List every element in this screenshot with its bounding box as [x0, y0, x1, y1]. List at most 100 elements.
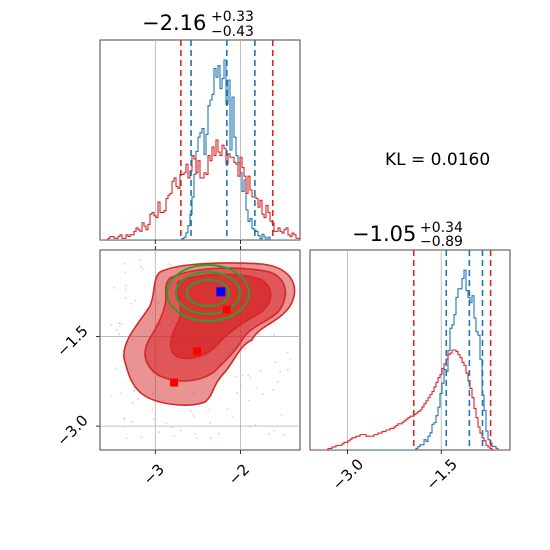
scatter-point — [153, 418, 156, 420]
histogram-series-0 — [310, 269, 510, 450]
scatter-point — [247, 374, 250, 377]
scatter-point — [120, 392, 123, 395]
green-contour-outer — [166, 264, 250, 322]
scatter-point — [125, 284, 127, 287]
panel-bottom-right-quantile-lines — [412, 250, 492, 450]
panel-top-left-series — [100, 59, 300, 240]
panel-bottom-left-frame — [99, 249, 301, 451]
scatter-point — [195, 437, 198, 440]
scatter-point — [124, 271, 127, 274]
scatter-point — [286, 351, 289, 354]
scatter-point — [121, 323, 123, 325]
scatter-point — [115, 329, 118, 331]
scatter-point — [167, 263, 170, 265]
scatter-point — [255, 386, 258, 389]
panel-bottom-right-histogram: −3.0 −1.5 −1.05 +0.34 −0.89 — [309, 220, 511, 494]
scatter-point — [113, 286, 116, 289]
panel-bottom-left-density: −3 −2 −3.0 −1.5 — [53, 246, 301, 489]
histogram-series-0 — [100, 59, 300, 240]
scatter-point — [170, 264, 173, 266]
scatter-point — [140, 436, 143, 439]
scatter-point — [123, 417, 126, 420]
panel-bottom-left-density-layers — [110, 259, 296, 440]
panel-bottom-right-series — [310, 269, 510, 450]
scatter-point — [239, 384, 242, 387]
scatter-point — [274, 361, 277, 364]
green-contour-inner — [186, 279, 230, 307]
scatter-point — [134, 299, 137, 302]
green-contour-middle — [175, 271, 241, 315]
scatter-point — [231, 415, 234, 418]
scatter-point — [173, 435, 176, 437]
scatter-point — [248, 425, 251, 428]
scatter-point — [241, 374, 244, 376]
scatter-point — [179, 425, 181, 427]
scatter-point — [235, 375, 237, 378]
scatter-point — [114, 367, 117, 369]
panel-top-left-ticks — [154, 240, 241, 244]
x-tick-label-0: −3 — [140, 460, 168, 488]
scatter-point — [259, 369, 262, 372]
scatter-point — [118, 322, 121, 325]
y-tick-label-1: −1.5 — [53, 322, 91, 360]
kl-annotation: KL = 0.0160 — [385, 150, 490, 170]
red-contour-inner-fill — [169, 273, 272, 360]
scatter-point — [125, 297, 127, 299]
scatter-point — [151, 408, 154, 411]
scatter-point — [209, 422, 211, 424]
panel-bottom-right-grid — [347, 250, 442, 450]
scatter-point — [130, 303, 133, 305]
scatter-point — [125, 437, 128, 440]
x-tick-label-1: −2 — [225, 460, 253, 488]
scatter-point — [118, 325, 121, 328]
scatter-point — [248, 399, 250, 402]
scatter-point — [289, 359, 291, 361]
scatter-point — [226, 408, 229, 411]
panel-top-left-title-plus: +0.33 — [211, 9, 254, 25]
x-tick-label-1: −1.5 — [422, 455, 460, 493]
scatter-point — [209, 437, 212, 440]
red-square-marker-1 — [222, 305, 231, 314]
y-tick-label-0: −3.0 — [53, 411, 91, 449]
red-square-marker-2 — [193, 347, 202, 356]
scatter-point — [257, 333, 260, 336]
panel-top-left-title: −2.16 — [142, 11, 206, 35]
scatter-point — [254, 423, 257, 426]
scatter-point — [171, 426, 174, 429]
scatter-point — [208, 408, 211, 411]
panel-top-left-frame — [99, 39, 301, 241]
scatter-point — [190, 410, 193, 412]
scatter-point — [273, 429, 275, 432]
scatter-point — [110, 323, 113, 326]
blue-square-marker-0 — [216, 287, 226, 297]
scatter-point — [236, 391, 238, 394]
scatter-point — [261, 392, 264, 395]
red-square-marker-3 — [170, 378, 179, 387]
scatter-point — [124, 288, 127, 291]
scatter-point — [267, 433, 270, 436]
scatter-point — [179, 429, 182, 432]
scatter-point — [133, 389, 136, 392]
scatter-point — [193, 416, 196, 418]
panel-bottom-right-ticks: −3.0 −1.5 — [329, 450, 461, 494]
scatter-point — [287, 368, 289, 371]
scatter-point — [158, 431, 161, 434]
panel-top-left-histogram: −2.16 +0.33 −0.43 — [99, 9, 301, 244]
histogram-series-1 — [310, 349, 510, 450]
scatter-point — [272, 389, 275, 391]
scatter-point — [276, 381, 279, 383]
panel-bottom-right-title: −1.05 — [352, 222, 416, 246]
scatter-point — [140, 265, 143, 268]
scatter-point — [124, 262, 126, 265]
panel-bottom-left-markers — [170, 287, 231, 387]
scatter-point — [123, 425, 126, 428]
scatter-point — [192, 414, 195, 417]
scatter-point — [110, 395, 113, 397]
scatter-point — [132, 390, 135, 392]
scatter-point — [131, 420, 134, 423]
panel-bottom-right-title-plus: +0.34 — [420, 220, 463, 236]
scatter-point — [285, 317, 288, 320]
scatter-point — [165, 422, 168, 425]
panel-top-left-quantile-lines — [180, 40, 274, 240]
